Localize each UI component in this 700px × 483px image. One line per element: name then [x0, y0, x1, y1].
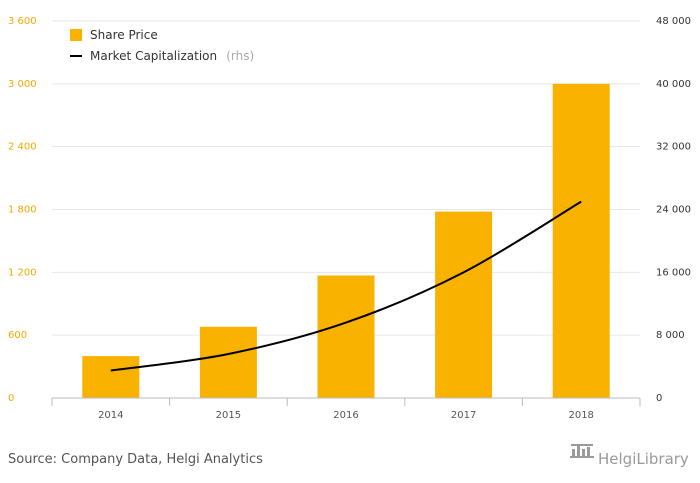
right-tick-label: 0 — [656, 393, 662, 404]
gridlines — [52, 20, 640, 336]
right-tick-label: 16 000 — [656, 267, 691, 278]
legend: Share Price Market Capitalization (rhs) — [70, 28, 254, 64]
right-axis-ticks: 0 8 000 16 000 24 000 32 000 40 000 48 000 — [656, 16, 691, 404]
source-note: Source: Company Data, Helgi Analytics — [8, 452, 263, 467]
right-tick-label: 48 000 — [656, 16, 691, 27]
bars — [82, 83, 610, 398]
left-tick-label: 2 400 — [8, 142, 37, 153]
brand-name: HelgiLibrary — [598, 450, 689, 468]
x-tick-label: 2014 — [98, 410, 123, 421]
x-tick-label: 2017 — [451, 410, 476, 421]
market-cap-line — [110, 200, 582, 372]
bar — [435, 211, 493, 398]
legend-line-suffix: (rhs) — [226, 49, 254, 63]
x-tick-label: 2015 — [216, 410, 241, 421]
left-axis-ticks: 0 600 1 200 1 800 2 400 3 000 3 600 — [8, 16, 37, 404]
right-tick-label: 24 000 — [656, 205, 691, 216]
left-tick-label: 0 — [8, 393, 14, 404]
right-tick-label: 40 000 — [656, 79, 691, 90]
legend-line-label-group: Market Capitalization (rhs) — [90, 45, 254, 64]
x-tick-label: 2016 — [333, 410, 358, 421]
left-tick-label: 3 600 — [8, 16, 37, 27]
legend-line-label: Market Capitalization — [90, 49, 217, 63]
bar — [82, 356, 140, 398]
bar — [552, 83, 610, 398]
left-tick-label: 1 200 — [8, 267, 37, 278]
left-tick-label: 3 000 — [8, 79, 37, 90]
left-tick-label: 600 — [8, 330, 27, 341]
axes — [51, 397, 641, 406]
left-tick-label: 1 800 — [8, 205, 37, 216]
bar — [317, 275, 375, 398]
right-tick-label: 32 000 — [656, 142, 691, 153]
x-axis-ticks: 2014 2015 2016 2017 2018 — [98, 410, 594, 421]
legend-bar-swatch — [70, 29, 82, 41]
brand-logo: HelgiLibrary — [570, 444, 689, 468]
bar — [199, 326, 257, 398]
right-tick-label: 8 000 — [656, 330, 685, 341]
legend-bar-label: Share Price — [90, 28, 158, 42]
line-series — [110, 200, 582, 372]
x-tick-label: 2018 — [568, 410, 593, 421]
helgi-building-icon — [570, 444, 594, 458]
